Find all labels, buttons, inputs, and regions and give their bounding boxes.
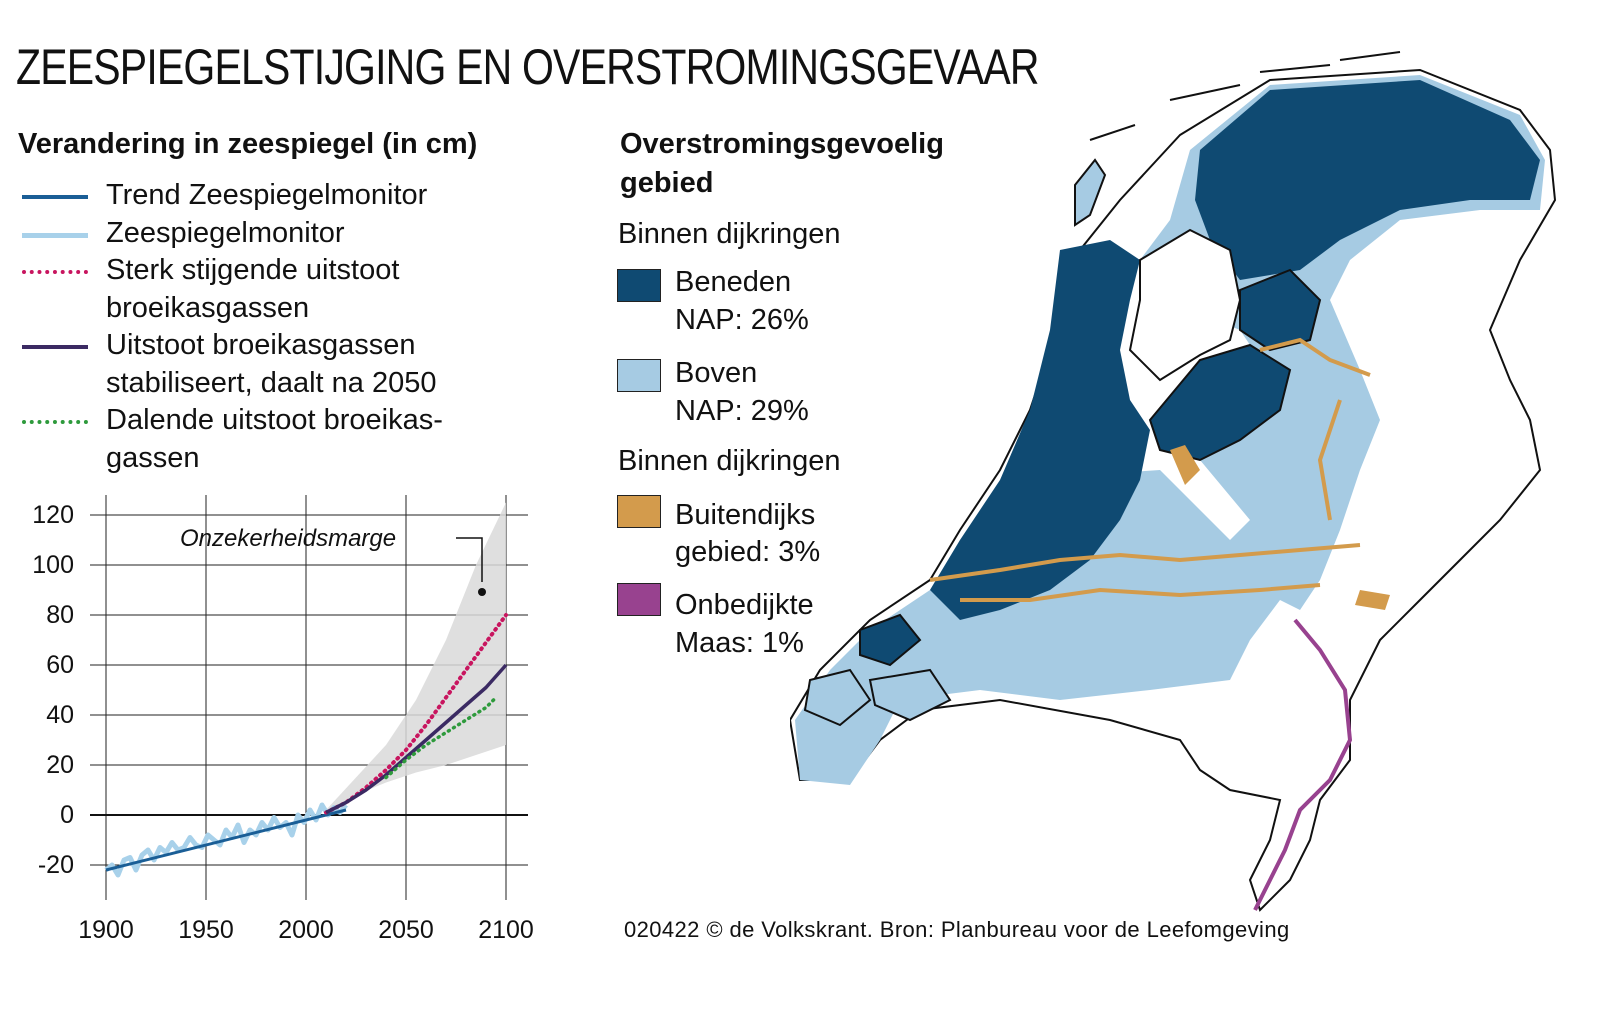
y-tick-label: 40 — [46, 701, 74, 729]
annotation-label: Onzekerheidsmarge — [180, 525, 396, 552]
x-tick-label: 2000 — [278, 916, 334, 944]
island-zeeland-2 — [803, 668, 872, 727]
y-tick-label: 80 — [46, 601, 74, 629]
area-noordoostpolder — [1239, 268, 1322, 352]
legend-buitendijks-line2: gebied: 3% — [675, 536, 821, 568]
series-line — [105, 808, 347, 872]
legend-swatch-buitendijks — [617, 495, 661, 528]
y-tick-label: 0 — [60, 801, 74, 829]
legend-beneden-line1: Beneden — [675, 266, 792, 298]
legend-swatch-monitor — [22, 233, 88, 238]
y-tick-label: -20 — [38, 851, 74, 879]
island-schiermonnikoog — [1339, 51, 1401, 61]
map-heading-line1: Overstromingsgevoelig — [620, 128, 944, 160]
y-tick-label: 100 — [32, 551, 74, 579]
legend-label-high: Sterk stijgende uitstoot broeikasgassen — [106, 254, 400, 324]
legend-boven-line1: Boven — [675, 357, 758, 389]
flood-risk-map — [790, 51, 1557, 912]
annotation-dot — [478, 588, 486, 596]
island-zeeland-3 — [868, 668, 952, 722]
legend-item-monitor: Zeespiegelmonitor — [22, 214, 345, 252]
page-title: ZEESPIEGELSTIJGING EN OVERSTROMINGSGEVAA… — [16, 39, 1040, 95]
legend-item-trend: Trend Zeespiegelmonitor — [22, 176, 427, 214]
area-onbedijkte-maas — [1253, 618, 1353, 911]
map-group-label-1: Binnen dijkringen — [618, 218, 841, 250]
map-heading-line2: gebied — [620, 167, 714, 199]
legend-maas-line1: Onbedijkte — [675, 589, 814, 621]
sea-level-chart: -20 0 20 40 60 80 100 120 1900 1950 2000 2050 2100 On… — [32, 495, 534, 944]
y-tick-label: 20 — [46, 751, 74, 779]
area-beneden-nap-west — [930, 240, 1150, 620]
x-tick-label: 1900 — [78, 916, 134, 944]
legend-beneden-line2: NAP: 26% — [675, 304, 809, 336]
legend-swatch-stable — [22, 345, 88, 349]
legend-item-stable: Uitstoot broeikasgassen stabiliseert, da… — [22, 326, 526, 402]
legend-buitendijks-line1: Buitendijks — [675, 499, 816, 531]
island-terschelling — [1169, 84, 1241, 101]
chart-heading: Verandering in zeespiegel (in cm) — [18, 128, 478, 160]
legend-item-high: Sterk stijgende uitstoot broeikasgassen — [22, 251, 526, 327]
uncertainty-band — [326, 502, 506, 815]
credit-line: 020422 © de Volkskrant. Bron: Planbureau… — [624, 917, 1290, 942]
island-zeeland-1 — [859, 613, 922, 667]
x-tick-label: 1950 — [178, 916, 234, 944]
legend-maas-line2: Maas: 1% — [675, 627, 804, 659]
y-tick-label: 60 — [46, 651, 74, 679]
legend-swatch-high — [22, 270, 88, 274]
map-group-label-2: Binnen dijkringen — [618, 445, 841, 477]
area-buitendijks-patch-2 — [1355, 590, 1390, 610]
x-tick-label: 2100 — [478, 916, 534, 944]
legend-label-stable: Uitstoot broeikasgassen stabiliseert, da… — [106, 329, 437, 399]
lake-ijsselmeer — [1128, 228, 1242, 382]
legend-item-low: Dalende uitstoot broeikas- gassen — [22, 401, 526, 477]
series-line — [384, 695, 498, 780]
legend-label-low: Dalende uitstoot broeikas- gassen — [106, 404, 443, 474]
island-vlieland — [1089, 124, 1136, 141]
area-buitendijks-patch — [1170, 445, 1200, 485]
legend-swatch-maas — [617, 583, 661, 616]
legend-swatch-low — [22, 420, 88, 424]
y-tick-label: 120 — [32, 501, 74, 529]
x-tick-label: 2050 — [378, 916, 434, 944]
series-line — [104, 802, 348, 878]
legend-swatch-trend — [22, 195, 88, 199]
legend-label-trend: Trend Zeespiegelmonitor — [106, 179, 428, 211]
legend-boven-line2: NAP: 29% — [675, 395, 809, 427]
legend-swatch-boven — [617, 359, 661, 392]
island-ameland — [1259, 64, 1331, 73]
area-buitendijks-rivers — [929, 337, 1371, 602]
annotation-leader — [456, 537, 483, 582]
island-texel — [1074, 158, 1107, 227]
series-line — [325, 663, 508, 815]
legend-swatch-beneden — [617, 269, 661, 302]
legend-label-monitor: Zeespiegelmonitor — [106, 217, 345, 249]
area-beneden-nap-north — [1195, 80, 1540, 280]
